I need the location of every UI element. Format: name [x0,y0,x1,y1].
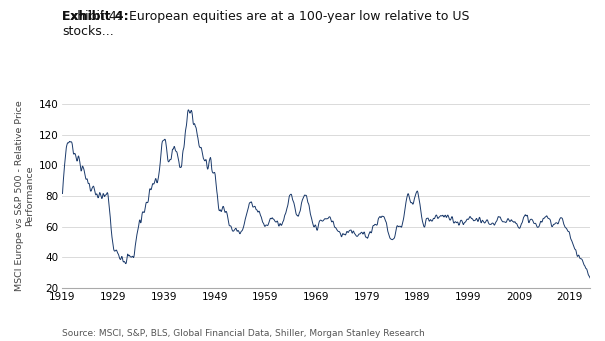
Y-axis label: MSCI Europe vs S&P 500 - Relative Price
Performance: MSCI Europe vs S&P 500 - Relative Price … [15,101,34,292]
Text: Exhibit 4:  European equities are at a 100-year low relative to US
stocks...: Exhibit 4: European equities are at a 10… [62,10,470,38]
Text: Exhibit 4:: Exhibit 4: [62,10,129,23]
Text: Source: MSCI, S&P, BLS, Global Financial Data, Shiller, Morgan Stanley Research: Source: MSCI, S&P, BLS, Global Financial… [62,329,425,338]
